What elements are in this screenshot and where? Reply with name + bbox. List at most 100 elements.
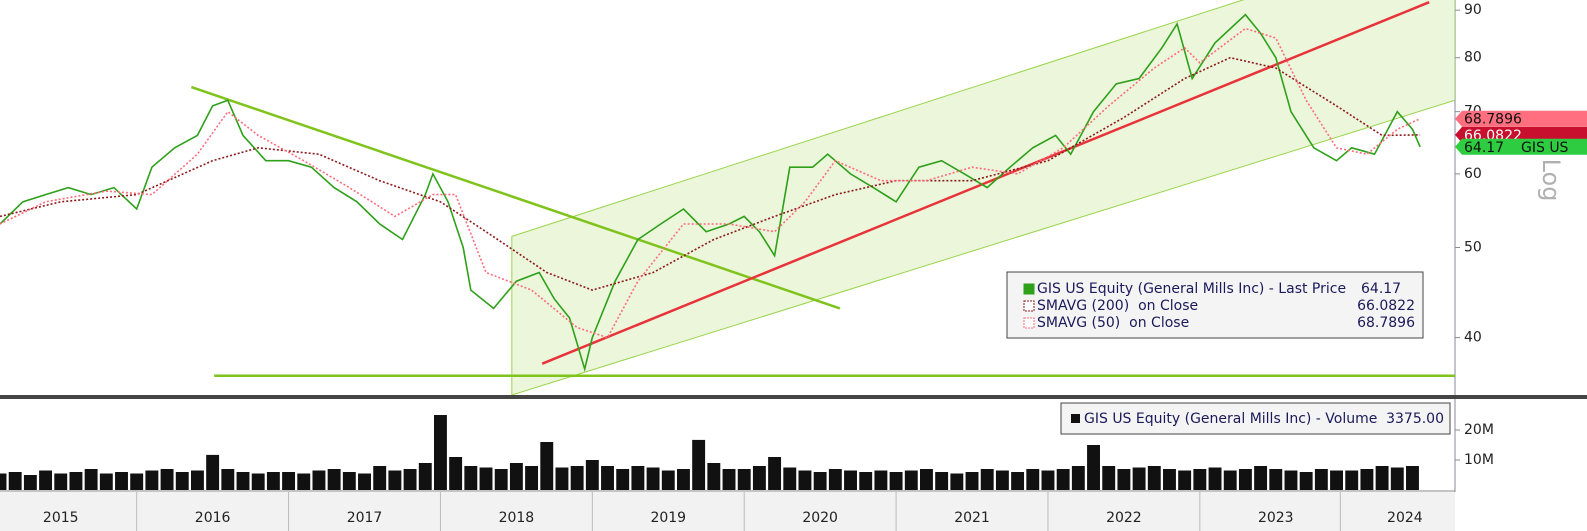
volume-bar [1193,469,1207,490]
volume-bar [0,473,7,490]
value-tag [1455,110,1587,127]
volume-bar [1254,466,1268,490]
volume-bar [980,469,994,490]
volume-bar [601,466,614,490]
volume-bar [99,473,113,490]
volume-bar [1284,470,1298,490]
volume-bar [433,415,447,490]
volume-bar [175,472,189,490]
volume-bar [1087,445,1100,490]
volume-bar [950,473,964,490]
x-axis-band [0,492,1455,531]
volume-bar [692,439,706,490]
y-tick-label: 90 [1464,2,1482,18]
volume-bar [828,469,842,490]
legend-name: SMAVG (200) on Close [1037,298,1198,314]
volume-bar [327,469,341,490]
volume-bar [297,473,311,490]
volume-bar [707,463,721,490]
volume-bar [1011,472,1025,490]
volume-bar [1132,467,1146,490]
volume-bar [236,472,250,490]
volume-bar [1330,470,1343,490]
volume-legend-value: 3375.00 [1386,411,1444,427]
volume-bar [1406,466,1419,490]
volume-bar [585,460,599,490]
volume-bar [1071,466,1085,490]
volume-bar [1238,469,1252,490]
legend-name: GIS US Equity (General Mills Inc) - Last… [1037,281,1346,297]
volume-bar [190,470,204,490]
volume-bar [555,467,569,490]
volume-bar [1056,469,1070,490]
volume-bar [1178,470,1192,490]
volume-bar [130,473,144,490]
volume-bar [874,470,888,490]
legend-name: SMAVG (50) on Close [1037,315,1189,331]
y-tick-label: 60 [1464,166,1482,182]
volume-bar [282,472,296,490]
volume-bar [23,475,37,490]
volume-bar [1102,466,1116,490]
channel [511,0,1455,395]
volume-bar [403,469,417,490]
volume-bar [1299,472,1313,490]
price-series [0,27,1421,339]
volume-bar [494,469,508,490]
x-tick-label: 2019 [650,510,686,526]
volume-bar [1147,466,1161,490]
volume-bar [388,470,402,490]
volume-legend-box [1060,402,1451,435]
volume-bar [8,472,22,490]
volume-bar [449,457,463,490]
volume-bar [312,470,326,490]
volume-bar [752,466,766,490]
legend-swatch [1023,300,1035,312]
volume-bar [69,472,83,490]
volume-bar [1026,469,1040,490]
volume-bar [1223,470,1237,490]
volume-bar [965,472,979,490]
y-tick-label: 50 [1464,240,1482,256]
legend-box [1006,271,1424,339]
volume-bar [1360,469,1374,490]
y-tick-label: 40 [1464,330,1482,346]
volume-bar [509,463,523,490]
volume-bar [358,473,371,490]
legend-value: 64.17 [1361,281,1401,297]
volume-bar [1269,469,1283,490]
volume-bar [206,454,220,490]
legend-swatch [1023,317,1035,329]
volume-bar [920,469,933,490]
volume-bar [935,472,949,490]
volume-bar [737,469,751,490]
volume-bar [570,466,584,490]
x-tick-label: 2024 [1387,510,1423,526]
x-tick-label: 2020 [802,510,838,526]
volume-bar [798,470,812,490]
volume-bar [39,470,53,490]
volume-bar [251,473,265,490]
volume-bar [1208,467,1222,490]
volume-bar [221,469,235,490]
volume-bar [889,472,903,490]
volume-bar [1390,467,1404,490]
volume-bar [160,469,174,490]
volume-bar [1345,470,1359,490]
volume-bar [631,466,645,490]
volume-bar [677,469,690,490]
volume-legend-name: GIS US Equity (General Mills Inc) - Volu… [1084,411,1377,427]
x-tick-label: 2023 [1258,510,1294,526]
scale-label: Log [1537,159,1565,202]
trendline [541,1,1430,365]
volume-legend-swatch [1071,414,1080,423]
legend-value: 68.7896 [1357,315,1415,331]
volume-bar [266,472,280,490]
x-tick-label: 2016 [195,510,231,526]
volume-bar [1314,469,1328,490]
volume-bar [768,457,782,490]
volume-bar [844,470,857,490]
volume-bar [661,470,675,490]
x-tick-label: 2015 [43,510,79,526]
